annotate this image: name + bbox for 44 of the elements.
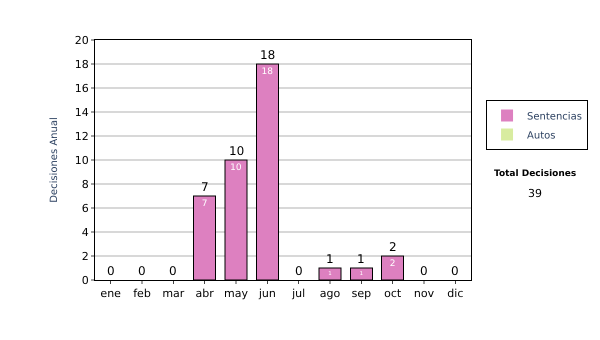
- y-tick-label: 6: [82, 202, 89, 215]
- x-tick-label: dic: [447, 287, 464, 300]
- x-tick-label: ene: [100, 287, 122, 300]
- total-label: 0: [451, 264, 459, 278]
- y-tick-label: 2: [82, 250, 89, 263]
- x-tick-label: jun: [258, 287, 276, 300]
- x-tick-label: ago: [320, 287, 340, 300]
- y-tick-label: 0: [82, 274, 89, 287]
- y-tick-label: 20: [74, 34, 89, 47]
- y-tick-label: 18: [74, 58, 89, 71]
- data-label: 18: [261, 67, 274, 77]
- x-tick-label: abr: [196, 287, 214, 300]
- x-tick-label: nov: [414, 287, 435, 300]
- y-axis-title: Decisiones Anual: [48, 117, 60, 203]
- x-tick-label: oct: [384, 287, 402, 300]
- total-label: 0: [169, 264, 177, 278]
- x-tick-label: mar: [162, 287, 185, 300]
- x-tick-label: sep: [352, 287, 372, 300]
- total-label: 1: [357, 252, 365, 266]
- y-tick-label: 4: [82, 226, 89, 239]
- total-label: 18: [260, 48, 276, 62]
- y-tick-label: 12: [74, 130, 89, 143]
- x-tick-label: may: [224, 287, 248, 300]
- y-tick-label: 10: [74, 154, 89, 167]
- x-tick-label: feb: [133, 287, 151, 300]
- x-tick-label: jul: [291, 287, 306, 300]
- total-label: 0: [107, 264, 115, 278]
- total-label: 0: [138, 264, 146, 278]
- data-label: 2: [390, 259, 396, 269]
- y-tick-label: 14: [74, 106, 89, 119]
- data-label: 7: [202, 199, 208, 209]
- text: 39: [528, 187, 542, 200]
- legend-label: Sentencias: [527, 111, 582, 122]
- legend-label: Autos: [527, 130, 556, 142]
- y-tick-label: 8: [82, 178, 89, 191]
- total-label: 2: [389, 240, 397, 254]
- total-label: 0: [295, 264, 303, 278]
- text: Total Decisiones: [494, 169, 576, 179]
- total-label: 7: [201, 180, 209, 194]
- total-label: 0: [420, 264, 428, 278]
- data-label: 10: [230, 163, 242, 173]
- total-label: 10: [229, 144, 244, 158]
- y-tick-label: 16: [74, 82, 89, 95]
- total-label: 1: [326, 252, 334, 266]
